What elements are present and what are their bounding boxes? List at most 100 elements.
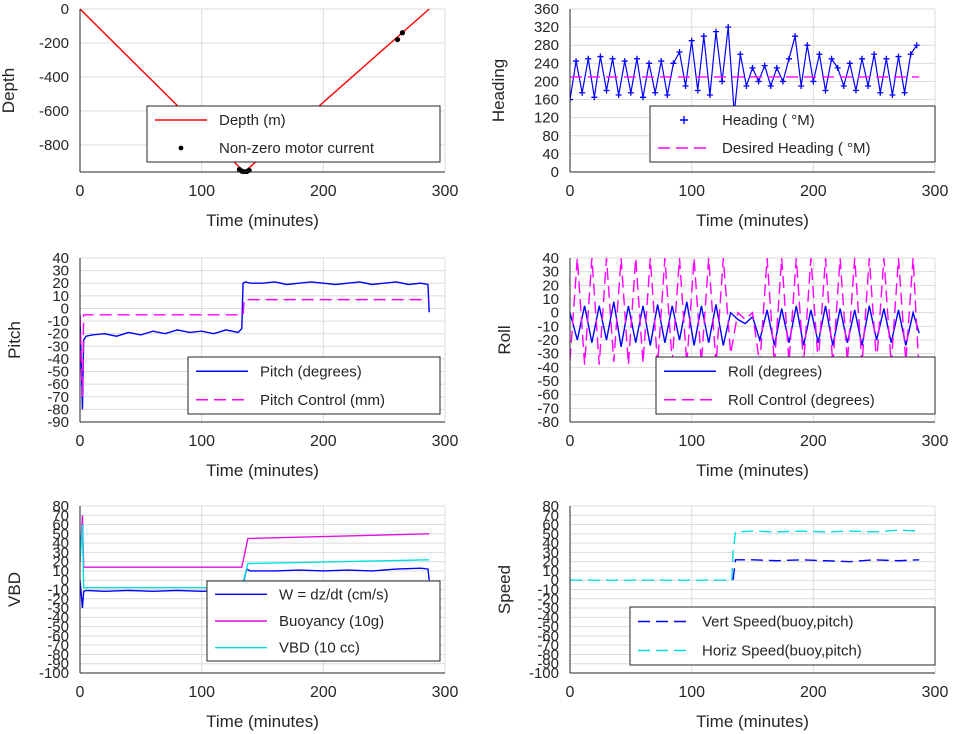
y-tick-label: -80 bbox=[47, 401, 69, 418]
y-tick-label: -90 bbox=[537, 656, 559, 673]
y-tick-label: 20 bbox=[542, 554, 559, 571]
series-group bbox=[570, 24, 920, 117]
x-axis-label: Time (minutes) bbox=[696, 461, 809, 480]
chart-roll: 0 100 200 300403020100-10-20-30-40-50-60-70… bbox=[495, 250, 948, 480]
series-heading-0-point bbox=[810, 78, 817, 85]
y-tick-label: -10 bbox=[47, 582, 69, 599]
series-heading-0-point bbox=[834, 64, 841, 71]
y-tick-label: 40 bbox=[52, 250, 69, 267]
series-heading-0-point bbox=[865, 82, 872, 89]
y-tick-label: 10 bbox=[52, 288, 69, 305]
series-heading-0-point bbox=[804, 42, 811, 49]
series-heading-0-point bbox=[646, 60, 653, 67]
series-pitch-1-line bbox=[80, 298, 430, 397]
y-tick-label: -70 bbox=[47, 389, 69, 406]
y-tick-label: 0 bbox=[61, 1, 69, 18]
legend: Depth (m) Non-zero motor current bbox=[146, 105, 441, 163]
series-heading-0-point bbox=[822, 87, 829, 94]
legend-label: Buoyancy (10g) bbox=[279, 613, 384, 630]
series-group bbox=[80, 515, 430, 609]
series-heading-0-point bbox=[700, 33, 707, 40]
y-tick-label: 80 bbox=[52, 498, 69, 515]
series-heading-0-point bbox=[615, 92, 622, 99]
x-tick-label: 300 bbox=[432, 433, 459, 450]
series-speed-0-line bbox=[732, 559, 920, 581]
legend-box bbox=[649, 105, 936, 163]
series-group bbox=[570, 529, 920, 581]
x-tick-label: 100 bbox=[188, 684, 215, 701]
y-tick-label: 70 bbox=[52, 507, 69, 524]
series-heading-0-point bbox=[573, 58, 580, 65]
series-speed-1-line bbox=[570, 529, 920, 581]
x-tick-label: 300 bbox=[432, 183, 459, 200]
y-axis-label: Speed bbox=[495, 565, 514, 614]
y-tick-label: -40 bbox=[537, 359, 559, 376]
legend-label: Vert Speed(buoy,pitch) bbox=[702, 614, 853, 631]
x-tick-label: 0 bbox=[566, 433, 575, 450]
y-tick-label: -30 bbox=[47, 600, 69, 617]
series-heading-0-point bbox=[816, 51, 823, 58]
series-heading-0-point bbox=[591, 94, 598, 101]
y-tick-label: 360 bbox=[534, 1, 559, 18]
y-tick-label: 120 bbox=[534, 110, 559, 127]
x-tick-label: 100 bbox=[188, 433, 215, 450]
y-tick-label: -60 bbox=[537, 628, 559, 645]
series-heading-0-point bbox=[883, 55, 890, 62]
x-axis-label: Time (minutes) bbox=[696, 211, 809, 230]
x-tick-label: 300 bbox=[922, 684, 949, 701]
series-heading-0-point bbox=[652, 89, 659, 96]
legend-label: VBD (10 cc) bbox=[279, 640, 360, 657]
series-heading-0-point bbox=[640, 94, 646, 101]
y-axis-label: Roll bbox=[495, 325, 514, 354]
series-heading-0-point bbox=[792, 33, 799, 40]
y-tick-label: -50 bbox=[537, 619, 559, 636]
y-axis-label: Heading bbox=[489, 59, 508, 122]
y-tick-label: -90 bbox=[47, 414, 69, 431]
series-heading-0-point bbox=[773, 64, 780, 71]
series-heading-0-point bbox=[603, 87, 610, 94]
series-heading-0-point bbox=[633, 55, 640, 62]
y-tick-label: -50 bbox=[47, 619, 69, 636]
x-tick-label: 100 bbox=[678, 433, 705, 450]
legend-marker bbox=[178, 145, 184, 151]
legend-label: Roll Control (degrees) bbox=[728, 392, 875, 409]
y-tick-label: 10 bbox=[542, 563, 559, 580]
legend: Vert Speed(buoy,pitch) Horiz Speed(buoy,p… bbox=[629, 606, 936, 666]
y-tick-label: 40 bbox=[542, 146, 559, 163]
x-tick-label: 300 bbox=[432, 684, 459, 701]
series-heading-0-point bbox=[658, 58, 665, 65]
y-tick-label: -80 bbox=[537, 646, 559, 663]
x-tick-label: 0 bbox=[76, 433, 85, 450]
legend: Roll (degrees) Roll Control (degrees) bbox=[655, 356, 936, 415]
chart-vbd: 0 100 200 30080706050403020100-10-20-30-40-… bbox=[5, 498, 458, 731]
y-tick-label: -20 bbox=[537, 591, 559, 608]
legend-label: Horiz Speed(buoy,pitch) bbox=[702, 643, 862, 660]
x-axis-label: Time (minutes) bbox=[696, 712, 809, 731]
legend-marker bbox=[680, 116, 688, 124]
y-tick-label: 70 bbox=[542, 507, 559, 524]
legend-label: Desired Heading ( °M) bbox=[722, 140, 871, 157]
chart-heading: 0 100 200 30004080120160200240280320360Time… bbox=[489, 1, 948, 230]
x-tick-label: 300 bbox=[922, 183, 949, 200]
legend-box bbox=[629, 606, 936, 666]
y-tick-label: -30 bbox=[537, 346, 559, 363]
series-heading-0-point bbox=[688, 37, 695, 44]
series-vbd-2-line bbox=[80, 524, 430, 589]
y-tick-label: -70 bbox=[537, 400, 559, 417]
series-heading-0-point bbox=[713, 28, 719, 35]
legend-label: Pitch Control (mm) bbox=[260, 392, 385, 409]
series-heading-0-point bbox=[694, 87, 701, 94]
y-tick-label: -20 bbox=[47, 326, 69, 343]
y-tick-label: 80 bbox=[542, 128, 559, 145]
y-tick-label: -400 bbox=[39, 69, 69, 86]
y-tick-label: 30 bbox=[542, 264, 559, 281]
y-tick-label: -30 bbox=[537, 600, 559, 617]
y-tick-label: -40 bbox=[47, 609, 69, 626]
y-tick-label: 200 bbox=[534, 73, 559, 90]
series-heading-0-point bbox=[609, 55, 616, 62]
y-tick-label: 40 bbox=[542, 250, 559, 267]
y-tick-label: 320 bbox=[534, 19, 559, 36]
y-tick-label: -10 bbox=[537, 318, 559, 335]
y-tick-label: 160 bbox=[534, 92, 559, 109]
series-heading-0-point bbox=[621, 58, 628, 65]
